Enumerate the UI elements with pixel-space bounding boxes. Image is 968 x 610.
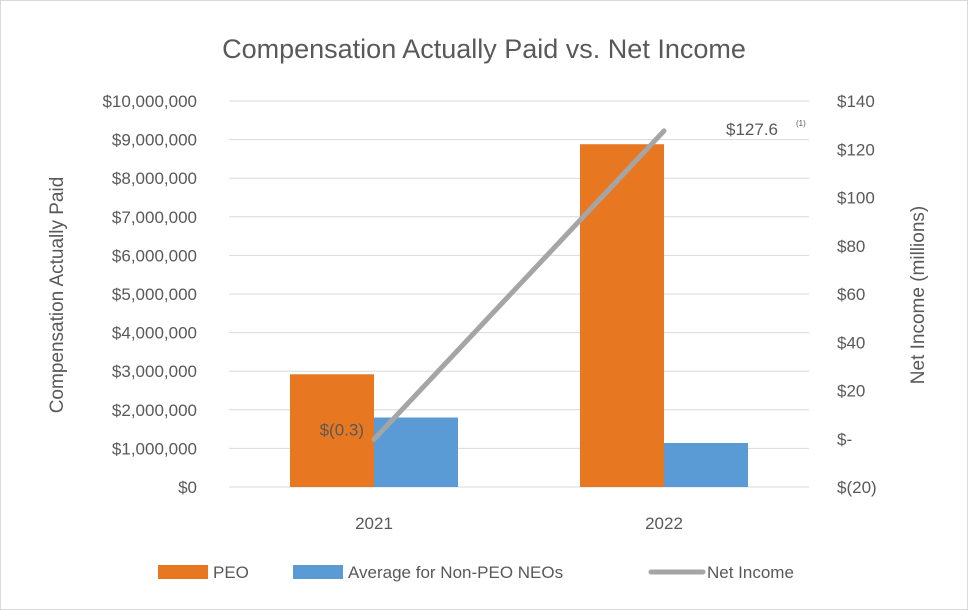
chart-title: Compensation Actually Paid vs. Net Incom…	[222, 34, 746, 64]
right-tick-label: $(20)	[837, 478, 877, 497]
left-tick-label: $9,000,000	[112, 131, 197, 150]
right-axis-ticks: $(20) $- $20 $40 $60 $80 $100 $120 $140	[837, 92, 877, 497]
left-tick-label: $1,000,000	[112, 439, 197, 458]
bar-average-for-non-peo-neos-2022	[664, 442, 748, 487]
legend-swatch-peo	[158, 565, 208, 579]
right-tick-label: $80	[837, 237, 865, 256]
left-tick-label: $2,000,000	[112, 401, 197, 420]
net-income-line: $(0.3) $127.6 (1)	[320, 119, 806, 442]
legend-label-peo: PEO	[213, 563, 249, 582]
left-axis-ticks: $0 $1,000,000 $2,000,000 $3,000,000 $4,000,0…	[102, 92, 197, 497]
left-tick-label: $8,000,000	[112, 169, 197, 188]
right-tick-label: $60	[837, 285, 865, 304]
right-tick-label: $40	[837, 333, 865, 352]
right-tick-label: $-	[837, 430, 852, 449]
right-axis-title: Net Income (millions)	[908, 206, 929, 384]
left-tick-label: $4,000,000	[112, 324, 197, 343]
data-label-net-income: $(0.3)	[320, 420, 364, 439]
left-tick-label: $10,000,000	[102, 92, 197, 111]
bar-average-for-non-peo-neos-2021	[374, 417, 458, 487]
bar-peo-2022	[580, 144, 664, 487]
right-tick-label: $20	[837, 382, 865, 401]
bars	[290, 144, 748, 487]
bar-peo-2021	[290, 374, 374, 487]
footnote-marker: (1)	[796, 119, 806, 128]
left-tick-label: $6,000,000	[112, 246, 197, 265]
category-label: 2022	[645, 514, 683, 533]
legend-label-average-for-non-peo-neos: Average for Non-PEO NEOs	[348, 563, 563, 582]
right-tick-label: $120	[837, 140, 875, 159]
legend-swatch-average-for-non-peo-neos	[293, 565, 343, 579]
right-tick-label: $100	[837, 189, 875, 208]
right-tick-label: $140	[837, 92, 875, 111]
legend: PEO Average for Non-PEO NEOs Net Income	[158, 563, 794, 582]
left-tick-label: $5,000,000	[112, 285, 197, 304]
category-labels: 2021 2022	[355, 514, 683, 533]
line-net-income	[371, 128, 667, 442]
legend-label-net-income: Net Income	[707, 563, 794, 582]
left-tick-label: $7,000,000	[112, 208, 197, 227]
left-axis-title: Compensation Actually Paid	[47, 177, 68, 414]
category-label: 2021	[355, 514, 393, 533]
left-tick-label: $0	[178, 478, 197, 497]
left-tick-label: $3,000,000	[112, 362, 197, 381]
data-label-net-income: $127.6	[726, 120, 778, 139]
